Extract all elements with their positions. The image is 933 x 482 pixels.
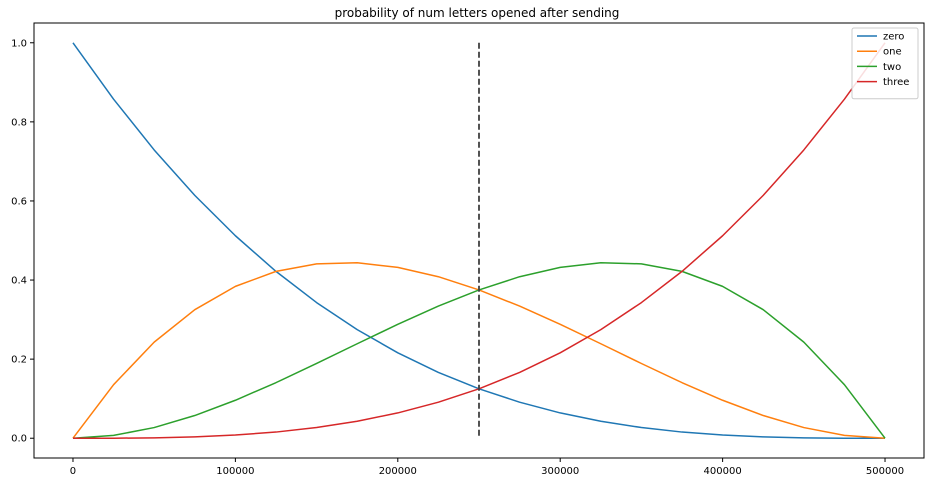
legend-label-three: three: [883, 77, 909, 88]
y-tick-label: 1.0: [11, 38, 27, 49]
chart-title: probability of num letters opened after …: [335, 6, 620, 20]
x-tick-label: 0: [70, 466, 76, 477]
y-tick-label: 0.2: [11, 355, 27, 366]
legend-label-zero: zero: [883, 32, 904, 43]
x-tick-label: 500000: [866, 466, 904, 477]
legend-label-one: one: [883, 47, 902, 58]
axes-border: [33, 22, 925, 459]
legend-label-two: two: [883, 62, 901, 73]
y-tick-label: 0.0: [11, 434, 27, 445]
y-tick-label: 0.4: [11, 276, 27, 287]
x-tick-label: 200000: [379, 466, 417, 477]
x-tick-label: 300000: [541, 466, 579, 477]
x-tick-label: 400000: [704, 466, 742, 477]
y-tick-label: 0.6: [11, 196, 27, 207]
legend: zero one two three: [851, 27, 919, 100]
x-axis: 0 100000 200000 300000 400000 500000: [70, 458, 904, 477]
y-tick-label: 0.8: [11, 117, 27, 128]
x-tick-label: 100000: [216, 466, 254, 477]
axes-frame: [33, 22, 925, 459]
y-axis: 0.0 0.2 0.4 0.6 0.8 1.0: [11, 38, 34, 445]
